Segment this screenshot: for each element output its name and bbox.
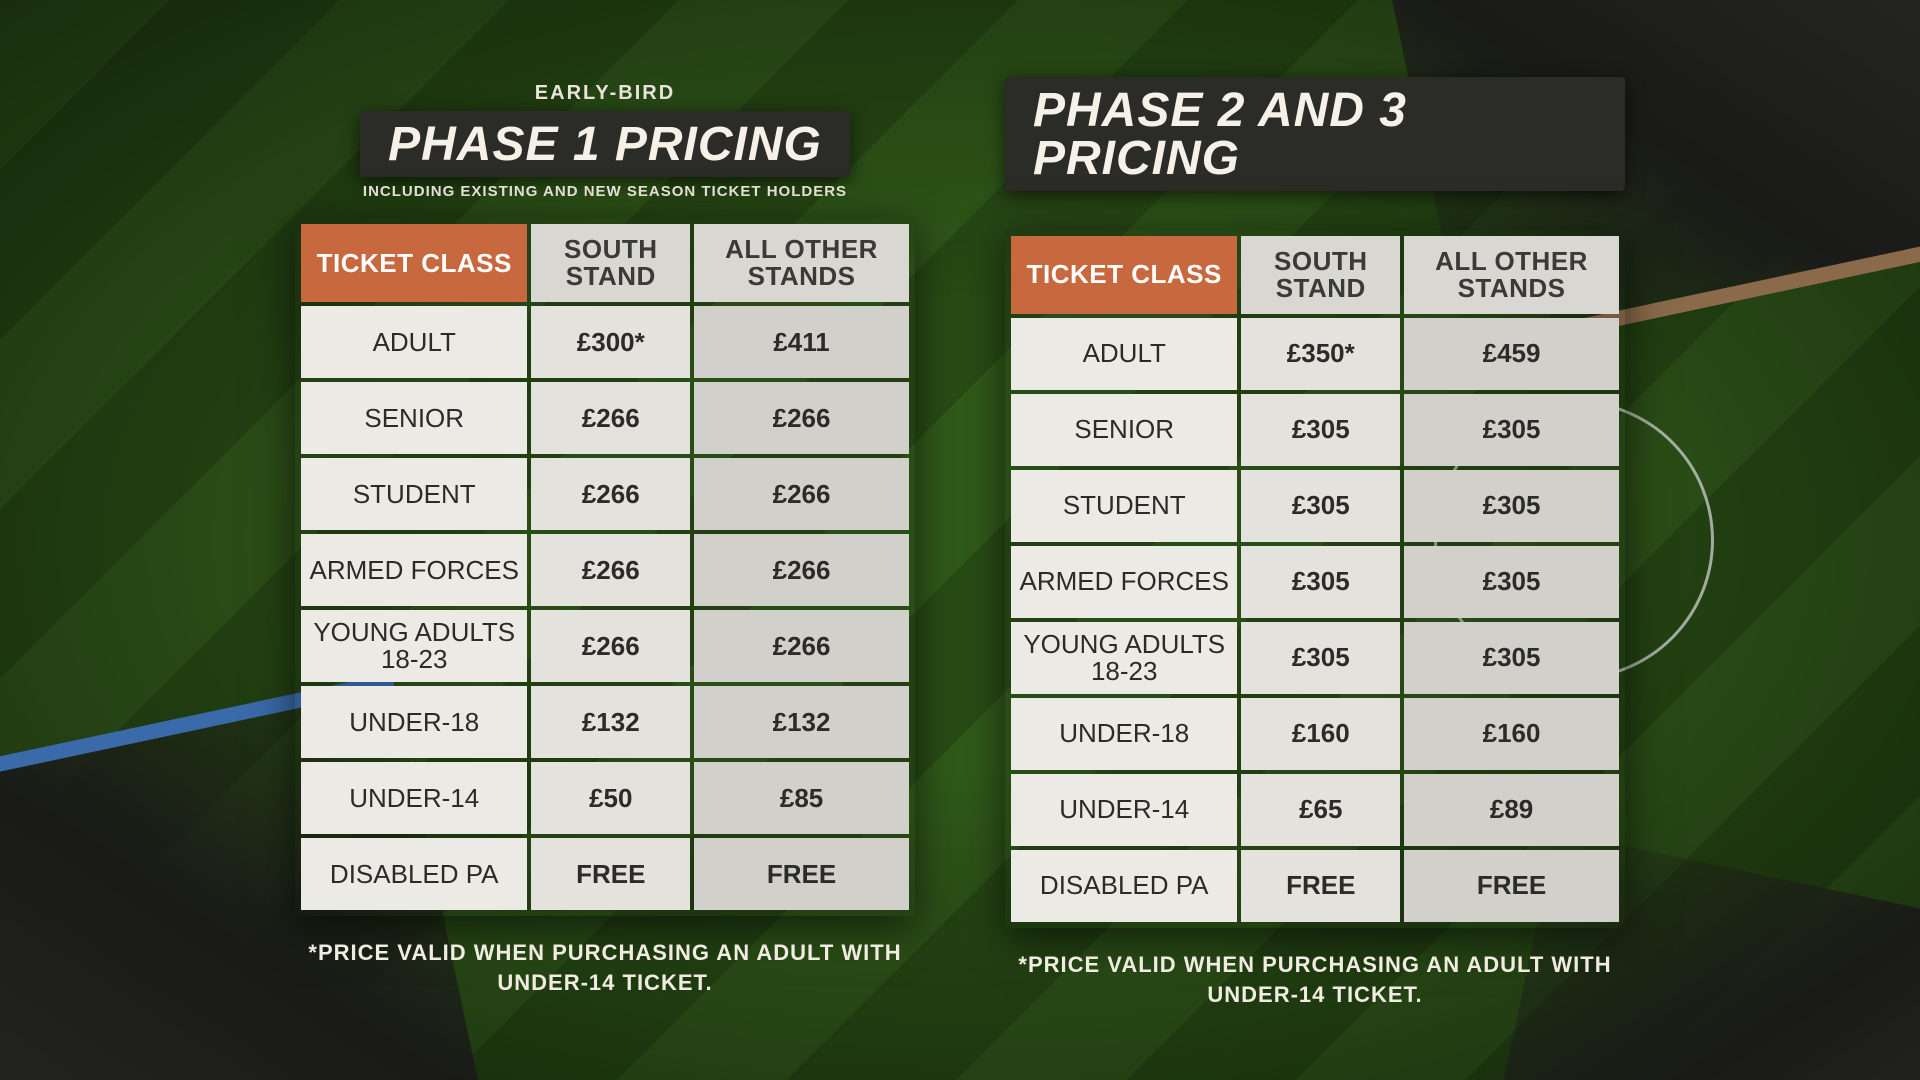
price-other: £266: [694, 382, 909, 454]
price-other: £411: [694, 306, 909, 378]
table-row: ARMED FORCES£305£305: [1011, 546, 1619, 618]
price-other: £305: [1404, 394, 1619, 466]
price-other: £305: [1404, 470, 1619, 542]
row-label: ADULT: [1011, 318, 1237, 390]
phase1-table: TICKET CLASS SOUTH STAND ALL OTHER STAND…: [295, 218, 915, 916]
table-row: STUDENT£305£305: [1011, 470, 1619, 542]
table-row: ARMED FORCES£266£266: [301, 534, 909, 606]
row-label: ADULT: [301, 306, 527, 378]
pricing-container: EARLY-BIRD PHASE 1 PRICING INCLUDING EXI…: [0, 0, 1920, 1080]
table-row: UNDER-18£160£160: [1011, 698, 1619, 770]
table-row: UNDER-14£50£85: [301, 762, 909, 834]
phase1-eyebrow: EARLY-BIRD: [535, 82, 675, 105]
price-other: £266: [694, 534, 909, 606]
phase1-title-box: PHASE 1 PRICING: [360, 111, 850, 177]
price-south: £50: [531, 762, 690, 834]
table-row: ADULT£300*£411: [301, 306, 909, 378]
price-south: £305: [1241, 470, 1400, 542]
price-south: £160: [1241, 698, 1400, 770]
table-header-row: TICKET CLASS SOUTH STAND ALL OTHER STAND…: [1011, 236, 1619, 314]
row-label: STUDENT: [301, 458, 527, 530]
phase1-footnote: *PRICE VALID WHEN PURCHASING AN ADULT WI…: [295, 938, 915, 997]
price-south: £132: [531, 686, 690, 758]
price-south: £300*: [531, 306, 690, 378]
phase23-title-box: PHASE 2 AND 3 PRICING: [1005, 77, 1625, 191]
phase1-subtitle: INCLUDING EXISTING AND NEW SEASON TICKET…: [363, 183, 847, 200]
col-south-stand: SOUTH STAND: [531, 224, 690, 302]
price-south: £266: [531, 610, 690, 682]
table-row: YOUNG ADULTS 18-23£305£305: [1011, 622, 1619, 694]
row-label: SENIOR: [1011, 394, 1237, 466]
price-other: £85: [694, 762, 909, 834]
row-label: UNDER-18: [301, 686, 527, 758]
price-south: £266: [531, 458, 690, 530]
price-other: £160: [1404, 698, 1619, 770]
phase23-panel: PHASE 2 AND 3 PRICING TICKET CLASS SOUTH…: [1005, 71, 1625, 1009]
price-other: £305: [1404, 546, 1619, 618]
phase1-title: PHASE 1 PRICING: [388, 121, 822, 169]
row-label: SENIOR: [301, 382, 527, 454]
price-other: FREE: [1404, 850, 1619, 922]
row-label: UNDER-14: [301, 762, 527, 834]
price-south: £266: [531, 382, 690, 454]
row-label: DISABLED PA: [1011, 850, 1237, 922]
row-label: UNDER-18: [1011, 698, 1237, 770]
price-other: FREE: [694, 838, 909, 910]
phase23-table: TICKET CLASS SOUTH STAND ALL OTHER STAND…: [1005, 230, 1625, 928]
price-other: £132: [694, 686, 909, 758]
phase23-footnote: *PRICE VALID WHEN PURCHASING AN ADULT WI…: [1005, 950, 1625, 1009]
price-other: £266: [694, 458, 909, 530]
price-other: £305: [1404, 622, 1619, 694]
row-label: YOUNG ADULTS 18-23: [1011, 622, 1237, 694]
col-ticket-class: TICKET CLASS: [301, 224, 527, 302]
table-row: DISABLED PAFREEFREE: [301, 838, 909, 910]
price-south: £305: [1241, 622, 1400, 694]
price-south: FREE: [1241, 850, 1400, 922]
price-other: £459: [1404, 318, 1619, 390]
row-label: DISABLED PA: [301, 838, 527, 910]
phase1-panel: EARLY-BIRD PHASE 1 PRICING INCLUDING EXI…: [295, 82, 915, 997]
col-all-other: ALL OTHER STANDS: [694, 224, 909, 302]
row-label: ARMED FORCES: [301, 534, 527, 606]
row-label: ARMED FORCES: [1011, 546, 1237, 618]
price-other: £266: [694, 610, 909, 682]
price-south: £65: [1241, 774, 1400, 846]
price-south: £305: [1241, 394, 1400, 466]
row-label: YOUNG ADULTS 18-23: [301, 610, 527, 682]
table-row: DISABLED PAFREEFREE: [1011, 850, 1619, 922]
price-south: £350*: [1241, 318, 1400, 390]
row-label: UNDER-14: [1011, 774, 1237, 846]
phase23-title: PHASE 2 AND 3 PRICING: [1033, 87, 1597, 183]
col-all-other: ALL OTHER STANDS: [1404, 236, 1619, 314]
price-other: £89: [1404, 774, 1619, 846]
col-ticket-class: TICKET CLASS: [1011, 236, 1237, 314]
table-row: UNDER-14£65£89: [1011, 774, 1619, 846]
table-header-row: TICKET CLASS SOUTH STAND ALL OTHER STAND…: [301, 224, 909, 302]
price-south: £266: [531, 534, 690, 606]
table-row: SENIOR£305£305: [1011, 394, 1619, 466]
price-south: £305: [1241, 546, 1400, 618]
table-row: UNDER-18£132£132: [301, 686, 909, 758]
table-row: ADULT£350*£459: [1011, 318, 1619, 390]
col-south-stand: SOUTH STAND: [1241, 236, 1400, 314]
row-label: STUDENT: [1011, 470, 1237, 542]
table-row: STUDENT£266£266: [301, 458, 909, 530]
table-row: SENIOR£266£266: [301, 382, 909, 454]
price-south: FREE: [531, 838, 690, 910]
table-row: YOUNG ADULTS 18-23£266£266: [301, 610, 909, 682]
